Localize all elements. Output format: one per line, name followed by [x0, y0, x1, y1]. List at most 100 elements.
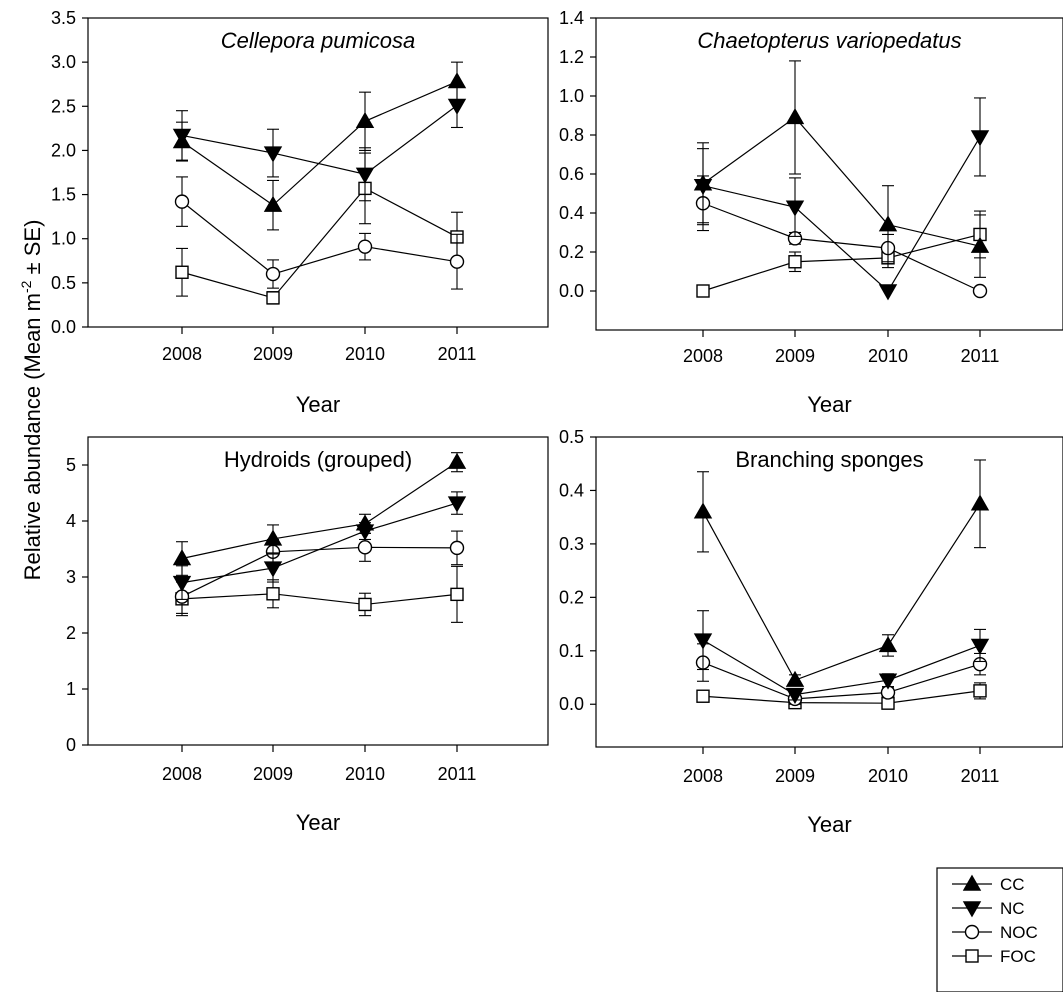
- data-point: [970, 494, 990, 511]
- panel-title: Cellepora pumicosa: [221, 28, 415, 53]
- y-tick-label: 0.6: [559, 164, 584, 184]
- data-point: [878, 215, 898, 232]
- legend-item-foc: FOC: [952, 947, 1036, 966]
- legend-marker: [962, 901, 982, 918]
- series-noc: [174, 176, 465, 290]
- panel-branching-sponges: 0.0 0.1 0.2 0.3 0.4 0.5 2008 2009 2010 2011 Year Br…: [559, 427, 1063, 837]
- series-nc: [172, 491, 467, 600]
- data-point: [266, 291, 280, 305]
- shared-y-axis-title-superscript: -2: [18, 280, 34, 293]
- x-axis-title: Year: [807, 812, 851, 837]
- series-noc: [174, 530, 465, 614]
- panel-cellepora-pumicosa: 0.0 0.5 1.0 1.5 2.0 2.5 3.0 3.5 2008 2009 2010 2011…: [51, 8, 549, 417]
- x-tick-label: 2011: [961, 766, 1000, 786]
- series-nc: [693, 610, 990, 705]
- data-point: [878, 673, 898, 690]
- legend-item-nc: NC: [952, 899, 1025, 918]
- y-tick-label: 0.3: [559, 534, 584, 554]
- x-tick-label: 2010: [345, 344, 385, 364]
- data-point: [449, 540, 465, 556]
- legend-item-cc: CC: [952, 874, 1025, 894]
- x-tick-label: 2011: [438, 764, 477, 784]
- series-line: [181, 201, 458, 275]
- y-tick-label: 1: [66, 679, 76, 699]
- y-tick-label: 0.0: [51, 317, 76, 337]
- data-point: [358, 597, 372, 612]
- series-line: [181, 187, 458, 299]
- data-point: [693, 633, 713, 650]
- x-tick-label: 2008: [683, 766, 723, 786]
- series-line: [702, 503, 981, 681]
- legend-label: NOC: [1000, 923, 1038, 942]
- plot-frame: [87, 436, 549, 746]
- legend-marker: [964, 924, 980, 940]
- data-point: [172, 132, 192, 149]
- y-tick-label: 5: [66, 455, 76, 475]
- series-line: [181, 81, 458, 206]
- y-tick-label: 0.0: [559, 281, 584, 301]
- x-tick-label: 2011: [438, 344, 477, 364]
- legend-marker: [965, 949, 979, 963]
- y-tick-label: 0.0: [559, 694, 584, 714]
- data-point: [785, 670, 805, 687]
- y-tick-label: 0.5: [559, 427, 584, 447]
- y-tick-label: 0.2: [559, 242, 584, 262]
- y-tick-label: 0.4: [559, 203, 584, 223]
- y-tick-label: 2.0: [51, 140, 76, 160]
- data-point: [878, 636, 898, 653]
- plot-frame: [595, 17, 1063, 331]
- x-tick-label: 2009: [775, 346, 815, 366]
- data-point: [450, 587, 464, 602]
- legend-box: [936, 867, 1063, 992]
- data-point: [357, 239, 373, 254]
- series-line: [702, 661, 981, 700]
- data-point: [970, 236, 990, 253]
- y-tick-label: 1.0: [559, 86, 584, 106]
- legend-label: NC: [1000, 899, 1025, 918]
- legend-label: FOC: [1000, 947, 1036, 966]
- series-line: [181, 502, 458, 584]
- series-nc: [693, 97, 990, 301]
- y-tick-label: 1.5: [51, 185, 76, 205]
- panel-title: Chaetopterus variopedatus: [697, 28, 961, 53]
- series-nc: [172, 82, 467, 202]
- shared-y-axis-title: Relative abundance (Mean m-2 ± SE): [18, 220, 45, 581]
- data-point: [447, 452, 467, 469]
- plot-frame: [87, 17, 549, 328]
- series-line: [702, 202, 981, 292]
- y-tick-label: 0.4: [559, 480, 584, 500]
- y-tick-label: 0.1: [559, 641, 584, 661]
- series-line: [702, 690, 981, 704]
- x-tick-label: 2010: [868, 766, 908, 786]
- legend-label: CC: [1000, 875, 1025, 894]
- y-tick-label: 1.0: [51, 229, 76, 249]
- data-point: [788, 255, 802, 269]
- series-foc: [175, 565, 464, 623]
- x-tick-label: 2009: [775, 766, 815, 786]
- data-point: [696, 689, 710, 703]
- y-tick-label: 3.0: [51, 52, 76, 72]
- y-tick-label: 1.4: [559, 8, 584, 28]
- series-cc: [693, 60, 990, 278]
- legend-marker: [962, 874, 982, 891]
- data-point: [973, 684, 987, 698]
- panel-chaetopterus-variopedatus: 0.0 0.2 0.4 0.6 0.8 1.0 1.2 1.4 2008 2009 2010 2011…: [559, 8, 1063, 417]
- panel-hydroids-grouped: 0 1 2 3 4 5 2008 2009 2010 2011 Year Hydroids (grou…: [66, 436, 549, 835]
- legend: CC NC NOC FOC: [936, 867, 1063, 992]
- data-point: [174, 194, 190, 209]
- x-tick-label: 2009: [253, 764, 293, 784]
- panel-title: Branching sponges: [735, 447, 923, 472]
- y-tick-label: 2.5: [51, 96, 76, 116]
- data-point: [263, 195, 283, 212]
- data-point: [263, 529, 283, 546]
- x-axis-title: Year: [807, 392, 851, 417]
- shared-y-axis-title-tail: ± SE): [20, 220, 45, 281]
- series-foc: [696, 210, 987, 298]
- series-line: [702, 136, 981, 292]
- series-line: [181, 104, 458, 175]
- x-tick-label: 2008: [162, 764, 202, 784]
- y-tick-label: 0: [66, 735, 76, 755]
- data-point: [970, 130, 990, 147]
- data-point: [693, 502, 713, 519]
